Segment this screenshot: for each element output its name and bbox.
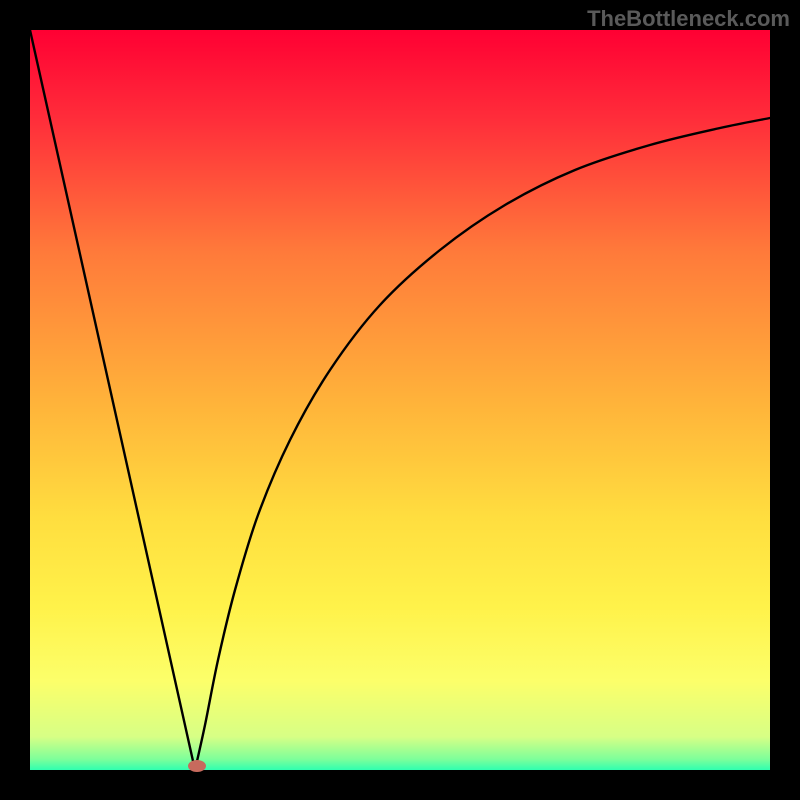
optimum-marker: [188, 760, 206, 772]
chart-container: TheBottleneck.com: [0, 0, 800, 800]
plot-background-gradient: [30, 30, 770, 770]
bottleneck-curve-plot: [0, 0, 800, 800]
